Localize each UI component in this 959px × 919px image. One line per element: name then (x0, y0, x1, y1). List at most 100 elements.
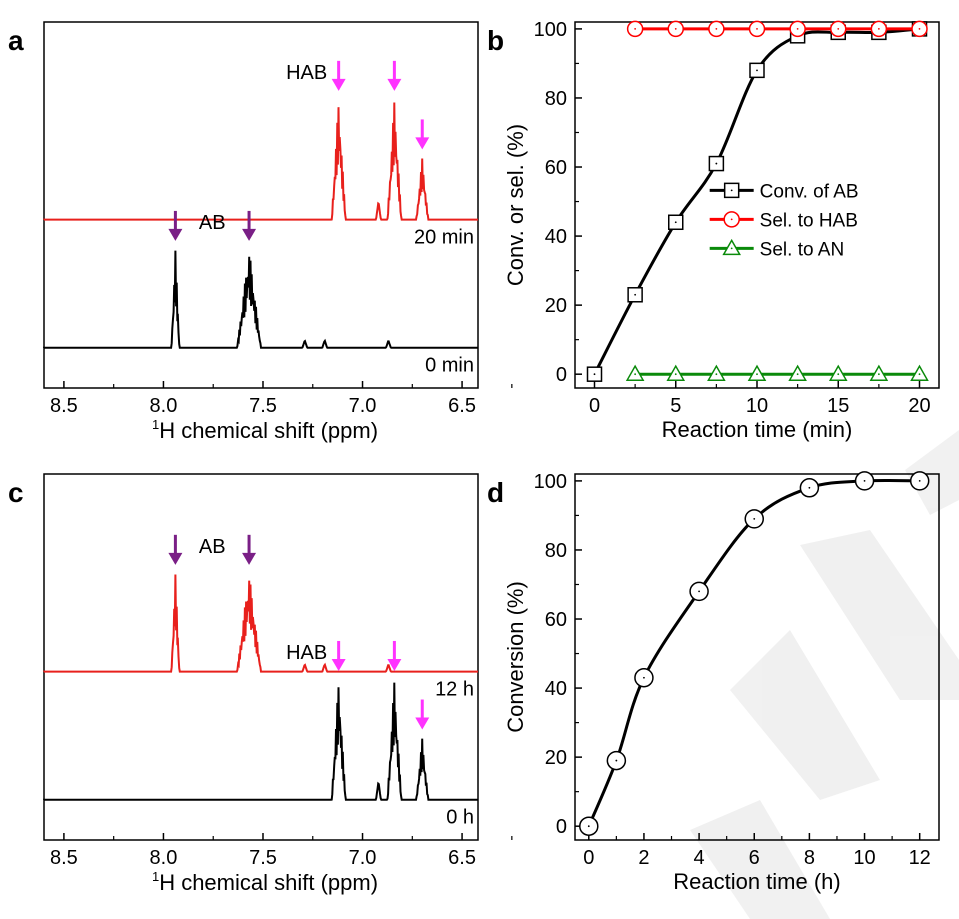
compound-label: AB (199, 536, 226, 558)
x-tick-label: 2 (638, 847, 649, 869)
peak-arrow-head (168, 552, 183, 565)
data-point-center-dot (796, 28, 799, 30)
series-0 (579, 471, 930, 836)
x-tick-label: 0 (583, 847, 594, 869)
x-axis-title-text: H chemical shift (ppm) (159, 418, 378, 443)
data-point-center-dot (715, 373, 718, 376)
peak-arrow-head (415, 717, 430, 730)
legend-label: Conv. of AB (760, 181, 859, 202)
data-point-center-dot (808, 486, 811, 489)
data-point-center-dot (918, 480, 921, 482)
data-point-center-dot (715, 162, 718, 165)
y-tick-label: 80 (545, 88, 567, 110)
spectrum-time-label: 0 h (446, 807, 474, 829)
y-tick-label: 40 (545, 226, 567, 248)
nmr-panel-c: 8.5 8.0 7.5 7.0 6.5 1H chemical shift (ppm) 12… (43, 473, 513, 895)
spectrum-0 (43, 102, 478, 221)
y-tick-label: 0 (556, 364, 567, 386)
panel-letter-b: b (487, 25, 504, 56)
data-point-triangle (722, 238, 741, 256)
x-tick-label: 0 (589, 395, 600, 417)
x-tick-label: 8.0 (150, 395, 178, 417)
y-tick-label: 0 (556, 816, 567, 838)
data-point-center-dot (634, 373, 637, 376)
data-point-center-dot (698, 590, 700, 593)
data-point-triangle (747, 364, 767, 381)
compound-label: AB (199, 212, 226, 234)
data-point-center-dot (674, 373, 677, 376)
data-point-center-dot (918, 28, 921, 30)
compound-label: HAB (286, 642, 327, 664)
y-tick-label: 100 (534, 471, 567, 493)
y-tick-label: 60 (545, 609, 567, 631)
data-point-center-dot (756, 28, 758, 30)
spectrum-0 (43, 574, 478, 673)
series-2 (625, 364, 929, 381)
data-point-center-dot (877, 28, 880, 30)
y-tick-label: 80 (545, 540, 567, 562)
data-point-triangle (788, 364, 807, 381)
data-point-center-dot (863, 480, 866, 482)
x-tick-label: 8.5 (50, 395, 78, 417)
y-axis-title: Conversion (%) (503, 581, 528, 733)
data-point-center-dot (796, 373, 799, 376)
peak-arrow-head (242, 552, 257, 565)
x-axis-title-superscript: 1 (152, 417, 159, 432)
x-tick-label: 7.0 (349, 395, 377, 417)
data-point-center-dot (837, 28, 840, 30)
panel-letter-d: d (487, 477, 504, 508)
data-point-center-dot (587, 825, 590, 828)
data-point-center-dot (715, 28, 718, 30)
x-tick-label: 6 (749, 847, 760, 869)
peak-arrow-head (242, 228, 257, 241)
x-tick-label: 15 (827, 395, 849, 417)
data-point-center-dot (877, 373, 880, 376)
x-tick-label: 7.5 (249, 395, 277, 417)
plot-frame (43, 21, 479, 389)
data-point-center-dot (593, 373, 596, 376)
spectrum-1 (43, 250, 478, 349)
peak-arrow-head (387, 658, 402, 671)
data-point-center-dot (730, 247, 733, 250)
conversion-selectivity-panel-b: 0 5 10 15 20 0 20 40 60 80 100 Reaction time (min) C… (503, 19, 940, 442)
x-tick-label: 8.0 (150, 847, 178, 869)
series-line (593, 27, 920, 375)
data-point-center-dot (837, 373, 840, 376)
peak-arrow-head (387, 78, 402, 91)
x-axis-title: Reaction time (h) (673, 869, 841, 894)
series-0 (586, 21, 928, 382)
plot-frame (574, 473, 940, 841)
spectrum-1 (43, 682, 478, 801)
y-axis-title: Conv. or sel. (%) (503, 124, 528, 286)
x-axis-title: Reaction time (min) (662, 417, 853, 442)
compound-label: HAB (286, 62, 327, 84)
peak-arrow-head (331, 78, 346, 91)
data-point-center-dot (918, 373, 921, 376)
x-tick-label: 10 (746, 395, 768, 417)
x-tick-label: 8 (804, 847, 815, 869)
data-point-triangle (869, 364, 889, 381)
spectrum-time-label: 0 min (425, 355, 474, 377)
data-point-center-dot (730, 218, 733, 221)
legend: Conv. of AB Sel. to HAB Sel. to AN (709, 181, 859, 260)
y-tick-label: 20 (545, 747, 567, 769)
series-1 (626, 20, 928, 38)
y-tick-label: 40 (545, 678, 567, 700)
legend-label: Sel. to AN (760, 239, 845, 260)
x-tick-label: 20 (908, 395, 930, 417)
peak-arrow-head (331, 658, 346, 671)
data-point-center-dot (674, 28, 677, 30)
data-point-center-dot (730, 189, 733, 192)
spectrum-time-label: 20 min (414, 227, 474, 249)
x-tick-label: 12 (909, 847, 931, 869)
data-point-center-dot (756, 69, 758, 72)
watermark (690, 430, 959, 919)
x-tick-label: 6.5 (448, 847, 476, 869)
x-axis-title: 1H chemical shift (ppm) (152, 869, 378, 895)
data-point-center-dot (756, 373, 758, 376)
data-point-center-dot (615, 759, 618, 762)
data-point-triangle (910, 364, 929, 381)
data-point-center-dot (753, 517, 756, 520)
data-point-triangle (828, 364, 848, 381)
